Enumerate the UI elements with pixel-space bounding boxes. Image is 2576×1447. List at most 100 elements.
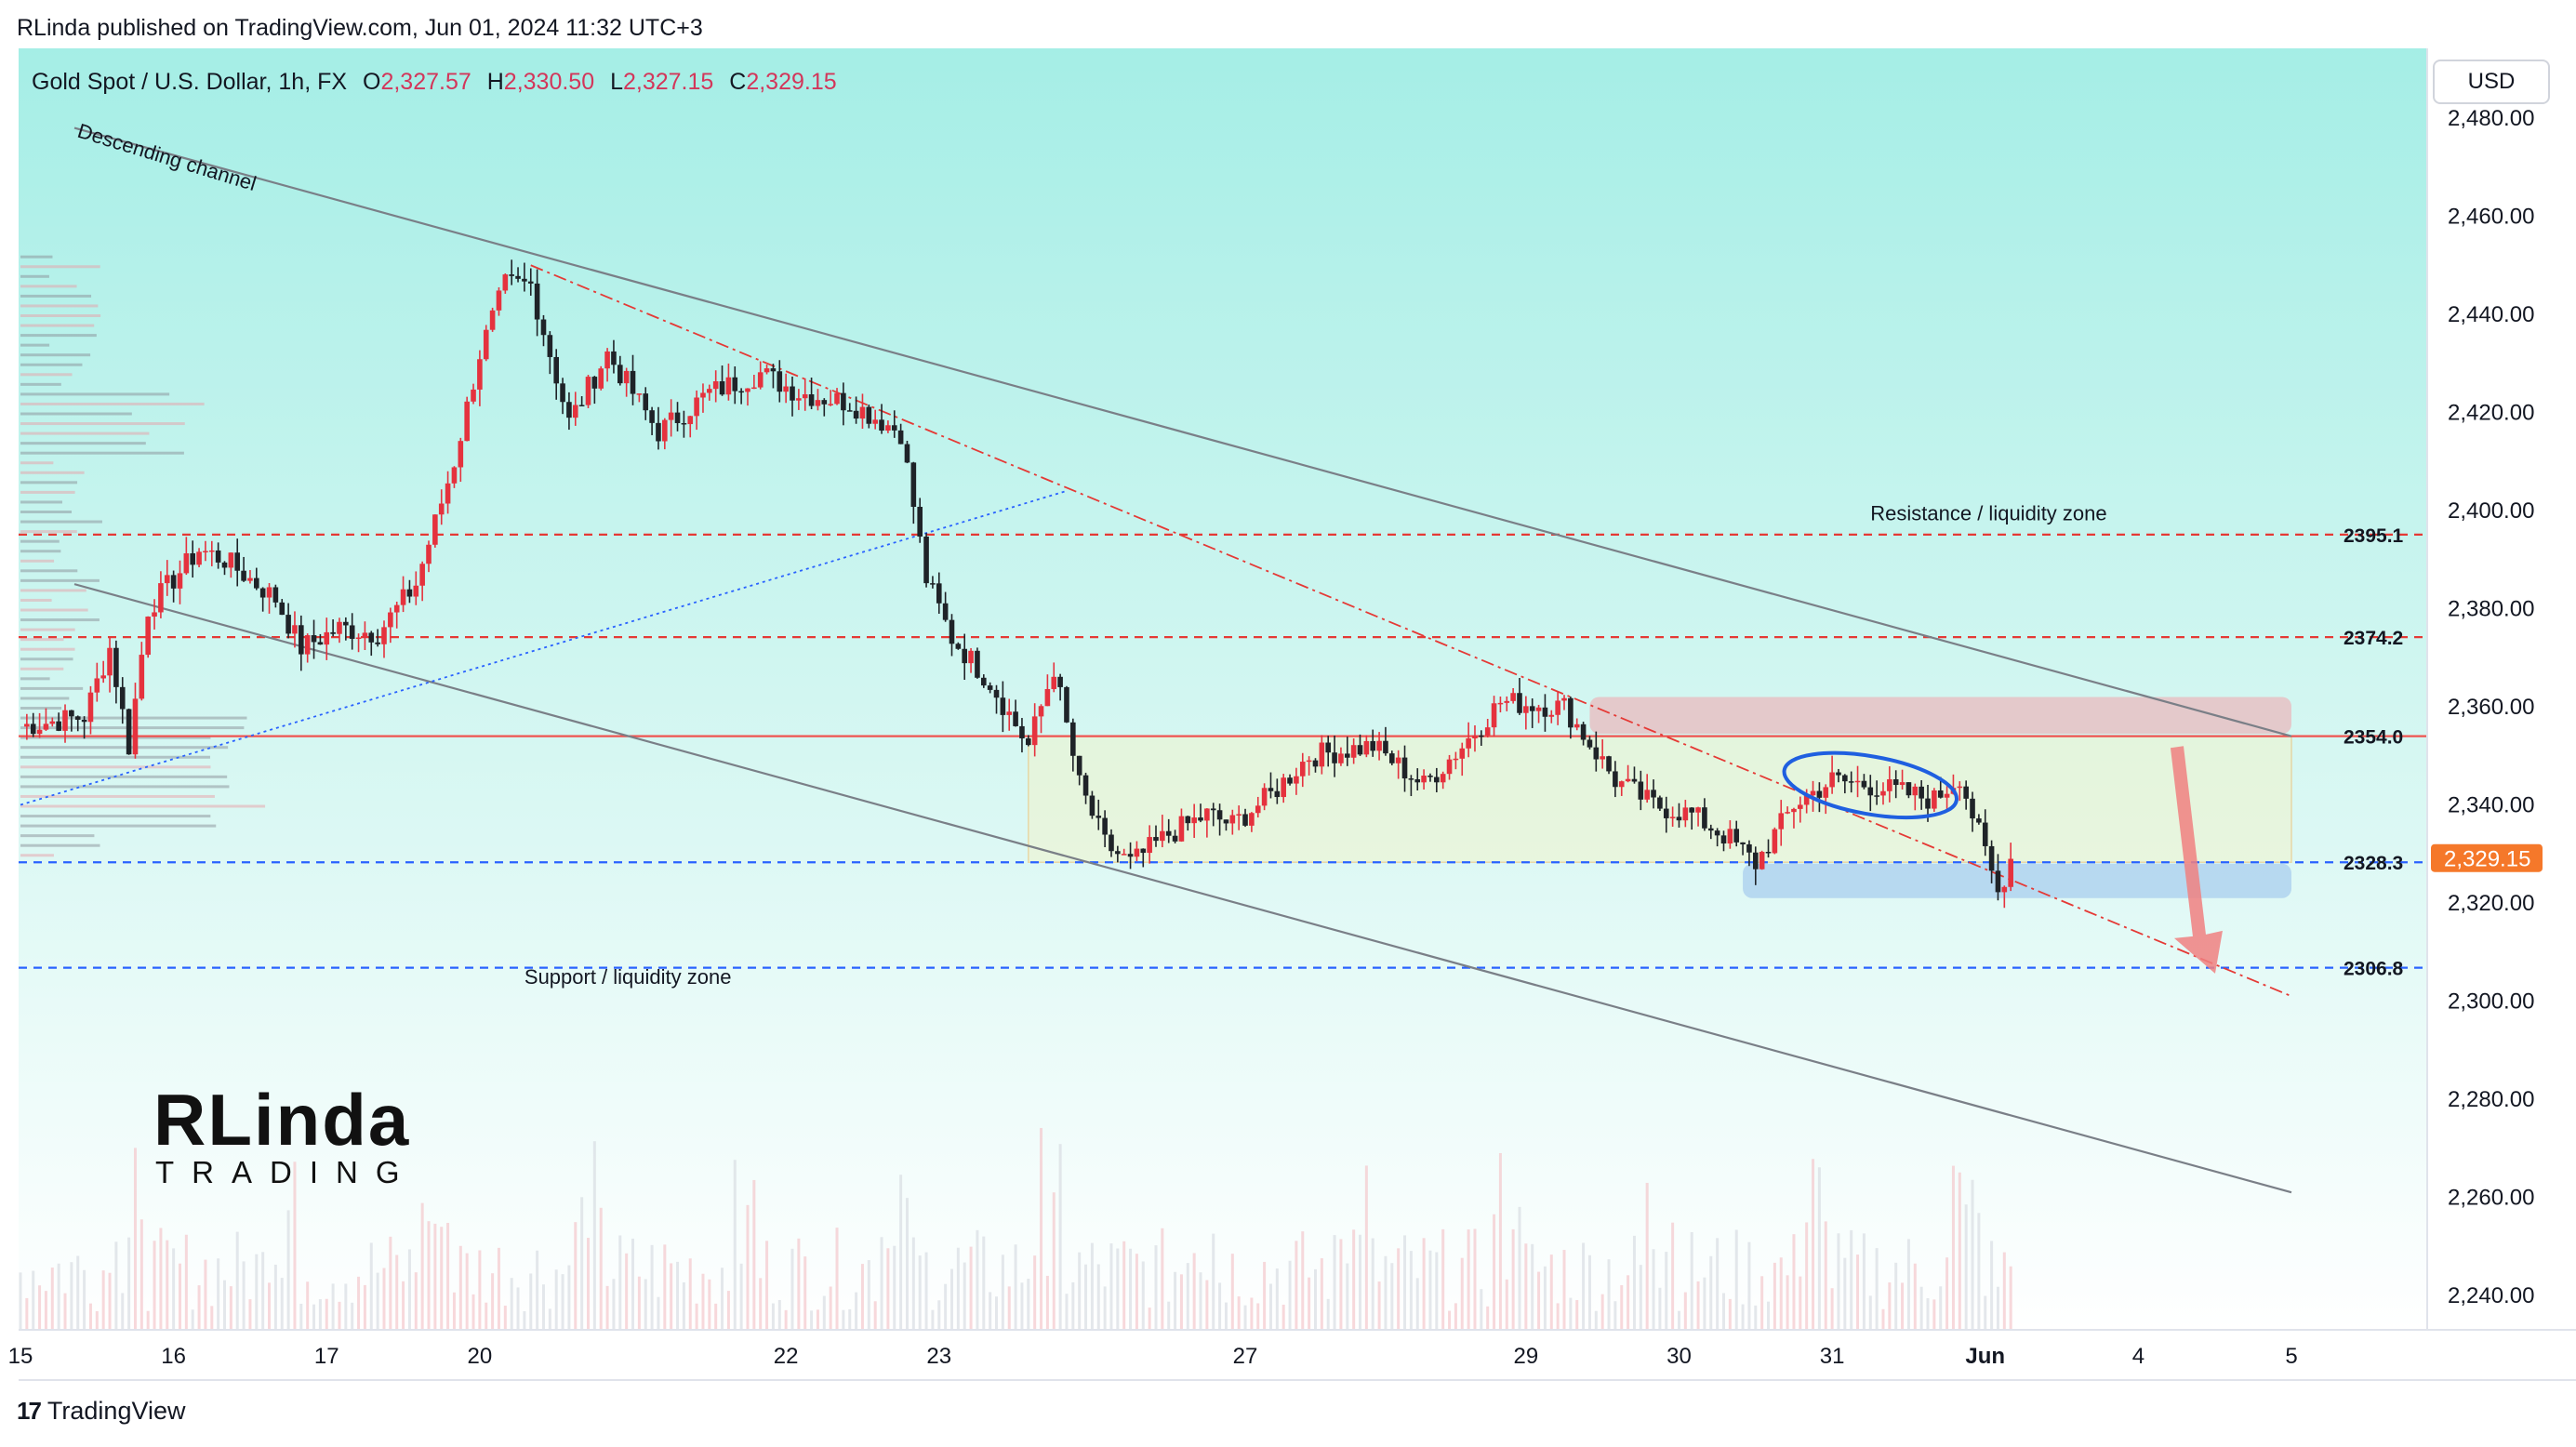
volume-bar: [1620, 1285, 1624, 1330]
volume-bar: [1218, 1282, 1222, 1330]
volume-bar: [1460, 1257, 1464, 1330]
volume-bar: [478, 1250, 482, 1330]
volume-bar: [1359, 1234, 1362, 1330]
profile-bar: [20, 294, 92, 298]
candle-body: [1874, 795, 1879, 797]
volume-bar: [905, 1198, 909, 1330]
candle-body: [30, 724, 36, 735]
support-label: Support / liquidity zone: [524, 965, 732, 989]
currency-button[interactable]: USD: [2433, 60, 2550, 104]
volume-bar: [1174, 1271, 1177, 1330]
x-tick-label: 30: [1666, 1344, 1692, 1369]
volume-bar: [1109, 1243, 1113, 1330]
volume-bar: [1301, 1231, 1305, 1330]
profile-bar: [20, 794, 215, 798]
candle-body: [1466, 738, 1471, 749]
candle-body: [2008, 858, 2013, 887]
candle-body: [821, 400, 828, 405]
candle-body: [942, 603, 949, 620]
volume-bar: [1671, 1222, 1675, 1330]
candle-body: [891, 425, 897, 431]
volume-bar: [369, 1242, 373, 1330]
candle-body: [1479, 735, 1484, 737]
volume-bar: [458, 1245, 462, 1330]
volume-bar: [1613, 1301, 1617, 1330]
price-axis[interactable]: 2,480.00 2,460.00 2,440.00 2,420.00 2,400.00…: [2431, 106, 2543, 1308]
volume-bar: [1313, 1268, 1317, 1330]
volume-bar: [1141, 1261, 1145, 1330]
volume-bar: [592, 1141, 596, 1330]
volume-bar: [1415, 1278, 1419, 1330]
level-label: 2328.3: [2344, 853, 2403, 874]
candle-body: [132, 698, 139, 755]
candle-body: [712, 381, 719, 390]
volume-bar: [204, 1259, 207, 1330]
candle-body: [158, 583, 164, 613]
candle-body: [1963, 786, 1969, 799]
candle-body: [1204, 808, 1210, 821]
candle-body: [81, 719, 87, 723]
volume-bar: [860, 1264, 864, 1330]
candle-body: [1568, 697, 1573, 728]
volume-bar: [273, 1264, 277, 1330]
candle-body: [1510, 693, 1516, 701]
candle-body: [49, 721, 56, 724]
candle-body: [400, 589, 406, 605]
candle-body: [279, 602, 285, 616]
volume-bar: [982, 1236, 986, 1330]
y-tick-label: 2,300.00: [2448, 989, 2534, 1015]
volume-bar: [63, 1293, 67, 1330]
candle-body: [1823, 787, 1829, 798]
high-value: 2,330.50: [503, 69, 595, 95]
volume-bar: [1562, 1250, 1566, 1330]
volume-bar: [663, 1244, 667, 1330]
symbol-title: Gold Spot / U.S. Dollar, 1h, FX: [32, 69, 348, 95]
volume-bar: [1888, 1282, 1892, 1330]
volume-bar: [1339, 1239, 1343, 1330]
volume-bar: [1422, 1238, 1426, 1330]
candle-body: [1740, 842, 1746, 844]
volume-bar: [1167, 1301, 1171, 1330]
candle-body: [1785, 812, 1790, 814]
candle-body: [74, 716, 81, 720]
candle-body: [751, 387, 757, 390]
volume-bar: [1537, 1271, 1541, 1330]
candle-body: [1255, 805, 1261, 814]
volume-bar: [1129, 1248, 1133, 1330]
candle-body: [770, 368, 777, 372]
volume-bar: [166, 1240, 169, 1330]
volume-bar: [580, 1197, 584, 1330]
profile-bar: [20, 707, 62, 710]
candle-body: [1887, 779, 1892, 791]
candle-body: [1350, 745, 1357, 758]
volume-bar: [842, 1309, 845, 1330]
candle-body: [694, 397, 699, 417]
candle-body: [1299, 762, 1306, 777]
candle-body: [1529, 706, 1535, 711]
volume-bar: [631, 1238, 635, 1330]
candle-body: [1746, 843, 1752, 853]
volume-bar: [1913, 1263, 1917, 1330]
candle-body: [203, 551, 208, 553]
volume-bar: [548, 1308, 551, 1330]
candle-body: [598, 368, 604, 389]
profile-bar: [20, 726, 245, 730]
candle-body: [375, 642, 380, 644]
level-label: 2354.0: [2344, 727, 2403, 749]
volume-bar: [1281, 1304, 1285, 1330]
candle-body: [968, 650, 974, 664]
candle-body: [368, 632, 375, 643]
time-axis[interactable]: 15 16 17 20 22 23 27 29 30 31 Jun 4 5: [8, 1344, 2298, 1369]
profile-bar: [20, 746, 229, 750]
volume-bar: [268, 1282, 272, 1330]
volume-bar: [395, 1255, 399, 1330]
volume-bar: [1275, 1268, 1279, 1330]
footer-brand-link[interactable]: 17 TradingView: [17, 1397, 186, 1426]
volume-bar: [1799, 1276, 1802, 1330]
candle-body: [764, 368, 770, 373]
candle-body: [1707, 828, 1714, 831]
volume-bar: [1549, 1255, 1553, 1330]
volume-bar: [1403, 1235, 1407, 1330]
candle-body: [1663, 808, 1669, 818]
